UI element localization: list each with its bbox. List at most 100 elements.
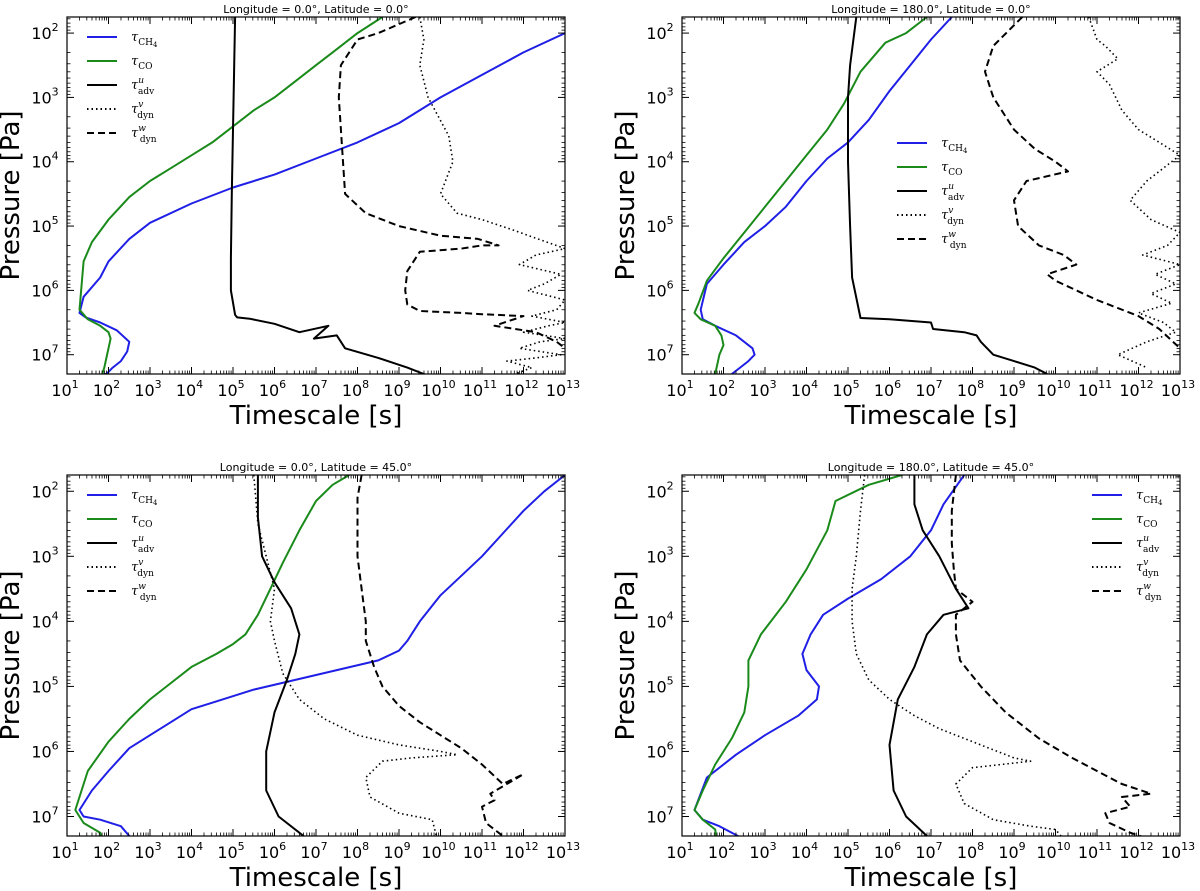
y-tick-label: 107 [646,343,673,365]
series-line-dynw [337,17,565,350]
x-tick-label: 105 [217,840,244,862]
legend-label-dynv: τv dyn [1136,558,1159,579]
legend-label-adv: τu adv [941,182,965,203]
y-axis-label: Pressure [Pa] [611,110,641,280]
x-tick-label: 1012 [1119,840,1153,862]
legend: τCH4 τCO τu adv τv dyn τw dyn [897,136,968,251]
x-tick-label: 1013 [1161,378,1195,400]
x-tick-label: 103 [134,378,161,400]
y-tick-label: 103 [31,85,58,107]
legend-label-ch4: τCH4 [131,30,158,49]
y-tick-label: 107 [31,804,58,826]
legend-label-co: τCO [131,512,152,530]
x-tick-label: 101 [51,378,78,400]
x-axis-label: Timescale [s] [229,401,403,431]
x-tick-label: 109 [383,378,410,400]
x-tick-label: 104 [176,378,203,400]
y-tick-label: 105 [31,674,58,696]
y-tick-label: 104 [31,150,58,172]
x-tick-label: 103 [134,840,161,862]
plot-frame [681,16,1181,375]
x-tick-label: 1013 [546,378,580,400]
y-tick-label: 103 [646,544,673,566]
series-line-adv [888,475,970,836]
x-tick-label: 105 [217,378,244,400]
y-tick-label: 106 [31,278,58,300]
chart-panel-3: Longitude = 180.0°, Latitude = 45.0°101 1… [611,461,1195,891]
x-tick-label: 103 [749,378,776,400]
y-tick-label: 106 [646,278,673,300]
x-tick-label: 106 [259,378,286,400]
chart-panel-2: Longitude = 0.0°, Latitude = 45.0° 101 102… [0,461,580,891]
y-tick-label: 103 [31,544,58,566]
x-tick-label: 1012 [1119,378,1153,400]
series-line-ch4 [693,475,966,836]
x-tick-label: 107 [300,840,327,862]
x-tick-label: 1013 [546,840,580,862]
legend-label-dynw: τw dyn [131,582,157,603]
series-line-co [693,17,928,374]
series-line-dynw [950,475,1152,836]
chart-title: Longitude = 0.0°, Latitude = 45.0° [220,461,412,474]
x-tick-label: 104 [791,840,818,862]
x-tick-label: 101 [666,378,693,400]
y-tick-label: 102 [646,479,673,501]
x-tick-label: 107 [915,840,942,862]
x-tick-label: 107 [300,378,327,400]
legend-label-dynv: τv dyn [941,206,964,227]
x-tick-label: 108 [957,840,984,862]
y-tick-label: 104 [31,609,58,631]
x-tick-label: 1012 [504,378,538,400]
y-tick-label: 107 [646,804,673,826]
legend: τCH4 τCO τu adv τv dyn τw dyn [87,488,158,603]
x-tick-label: 106 [874,378,901,400]
legend-label-ch4: τCH4 [131,488,158,507]
y-tick-label: 104 [646,609,673,631]
y-axis-label: Pressure [Pa] [611,570,641,740]
chart-panel-0: Longitude = 0.0°, Latitude = 0.0° 101 102 1… [0,3,580,431]
x-tick-label: 1010 [1036,840,1070,862]
legend-label-adv: τu adv [1136,534,1160,555]
y-tick-label: 103 [646,85,673,107]
series-line-dynw [356,475,525,836]
series-line-co [693,475,903,836]
legend: τCH4 τCO τu adv τv dyn τw dyn [1092,488,1163,603]
x-tick-label: 1010 [421,378,455,400]
series-line-dynw [984,17,1180,350]
x-tick-label: 108 [342,378,369,400]
legend-label-adv: τu adv [131,76,155,97]
series-line-adv [229,17,427,374]
series-line-ch4 [78,475,565,836]
y-tick-label: 105 [646,674,673,696]
x-tick-label: 103 [749,840,776,862]
legend-label-dynw: τw dyn [1136,582,1162,603]
x-tick-label: 102 [93,378,120,400]
x-tick-label: 107 [915,378,942,400]
x-tick-label: 109 [998,840,1025,862]
x-tick-label: 1011 [463,840,497,862]
x-tick-label: 101 [51,840,78,862]
x-tick-label: 101 [666,840,693,862]
x-tick-label: 109 [383,840,410,862]
series-line-adv [847,17,1048,374]
legend-label-dynv: τv dyn [131,558,154,579]
series-line-ch4 [78,32,565,374]
legend-label-co: τCO [131,54,152,72]
x-tick-label: 1012 [504,840,538,862]
x-tick-label: 1011 [463,378,497,400]
x-tick-label: 105 [832,378,859,400]
series-line-dynv [1087,17,1180,369]
x-tick-label: 1013 [1161,840,1195,862]
series-line-dynv [418,17,565,374]
chart-title: Longitude = 180.0°, Latitude = 0.0° [831,3,1030,16]
series-line-dynv [851,475,1063,836]
x-axis-label: Timescale [s] [229,863,403,891]
x-tick-label: 1010 [1036,378,1070,400]
x-tick-label: 104 [791,378,818,400]
chart-panel-1: Longitude = 180.0°, Latitude = 0.0° 101 10… [611,3,1195,431]
x-tick-label: 102 [93,840,120,862]
legend-label-ch4: τCH4 [941,136,968,155]
y-tick-label: 106 [31,739,58,761]
x-tick-label: 106 [874,840,901,862]
